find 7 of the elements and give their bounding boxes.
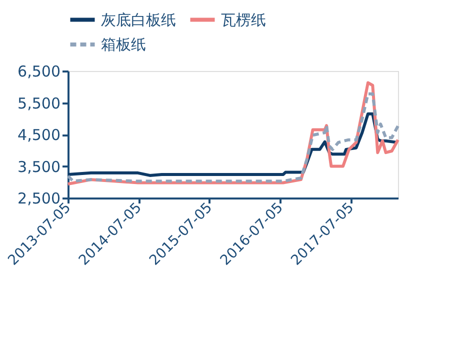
legend-label: 瓦楞纸 — [221, 10, 266, 29]
y-tick-label: 3,500 — [18, 158, 60, 176]
legend-label: 灰底白板纸 — [101, 10, 176, 29]
y-tick-label: 4,500 — [18, 126, 60, 144]
y-tick-label: 5,500 — [18, 94, 60, 112]
legend-label: 箱板纸 — [101, 36, 146, 54]
y-tick-label: 6,500 — [18, 62, 60, 80]
